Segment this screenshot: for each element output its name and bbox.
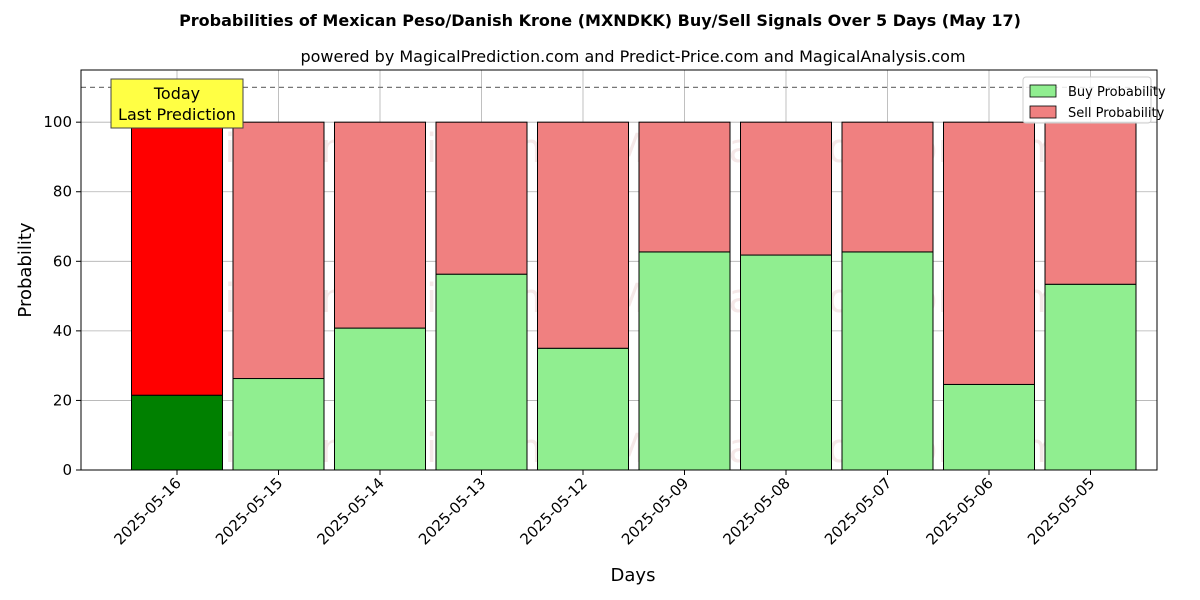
buy-bar <box>232 378 325 471</box>
y-tick-label: 20 <box>53 391 72 409</box>
y-axis-ticks: 0 20 40 60 80 100 <box>43 113 81 479</box>
sell-bar <box>1044 121 1137 285</box>
annotation-line: Today <box>153 84 200 103</box>
y-tick-label: 100 <box>43 113 72 131</box>
x-tick-label: 2025-05-16 <box>110 474 184 548</box>
sell-bar <box>334 121 426 329</box>
buy-bar <box>131 394 223 471</box>
sell-bar <box>638 121 731 253</box>
legend-label: Sell Probability <box>1068 106 1165 121</box>
chart-title: Probabilities of Mexican Peso/Danish Kro… <box>179 11 1021 30</box>
chart-subtitle: powered by MagicalPrediction.com and Pre… <box>300 47 965 66</box>
x-axis-ticks: 2025-05-16 2025-05-15 2025-05-14 2025-05-13… <box>110 470 1098 548</box>
buy-bar <box>537 347 629 471</box>
y-tick-label: 80 <box>53 183 72 201</box>
y-tick-label: 0 <box>62 461 72 479</box>
x-tick-label: 2025-05-08 <box>719 474 793 548</box>
x-tick-label: 2025-05-15 <box>212 474 286 548</box>
x-tick-label: 2025-05-12 <box>516 474 590 548</box>
sell-bar <box>435 121 528 275</box>
x-tick-label: 2025-05-06 <box>922 474 996 548</box>
x-tick-label: 2025-05-07 <box>821 474 895 548</box>
legend-label: Buy Probability <box>1068 85 1166 100</box>
annotation-line: Last Prediction <box>118 105 236 124</box>
sell-bar <box>740 121 832 256</box>
y-tick-label: 60 <box>53 252 72 270</box>
y-axis-label: Probability <box>15 222 36 317</box>
buy-bar <box>638 251 731 471</box>
legend-swatch <box>1029 105 1057 119</box>
bars <box>131 121 1137 471</box>
sell-bar <box>232 121 325 380</box>
sell-bar <box>943 121 1035 385</box>
buy-bar <box>841 251 934 471</box>
sell-bar <box>537 121 629 349</box>
buy-bar <box>1044 283 1137 471</box>
x-axis-label: Days <box>611 565 656 586</box>
x-tick-label: 2025-05-14 <box>313 474 387 548</box>
sell-bar <box>131 121 223 396</box>
y-tick-label: 40 <box>53 322 72 340</box>
sell-bar <box>841 121 934 253</box>
annotation-box <box>110 78 244 129</box>
legend: Buy Probability Sell Probability <box>1022 76 1166 124</box>
buy-bar <box>435 273 528 471</box>
x-tick-label: 2025-05-13 <box>415 474 489 548</box>
today-annotation: Today Last Prediction <box>110 78 244 129</box>
legend-swatch <box>1029 84 1057 98</box>
buy-bar <box>334 327 426 471</box>
buy-bar <box>943 383 1035 471</box>
x-tick-label: 2025-05-05 <box>1024 474 1098 548</box>
buy-bar <box>740 254 832 471</box>
x-tick-label: 2025-05-09 <box>618 474 692 548</box>
plot-frame <box>80 69 1158 471</box>
